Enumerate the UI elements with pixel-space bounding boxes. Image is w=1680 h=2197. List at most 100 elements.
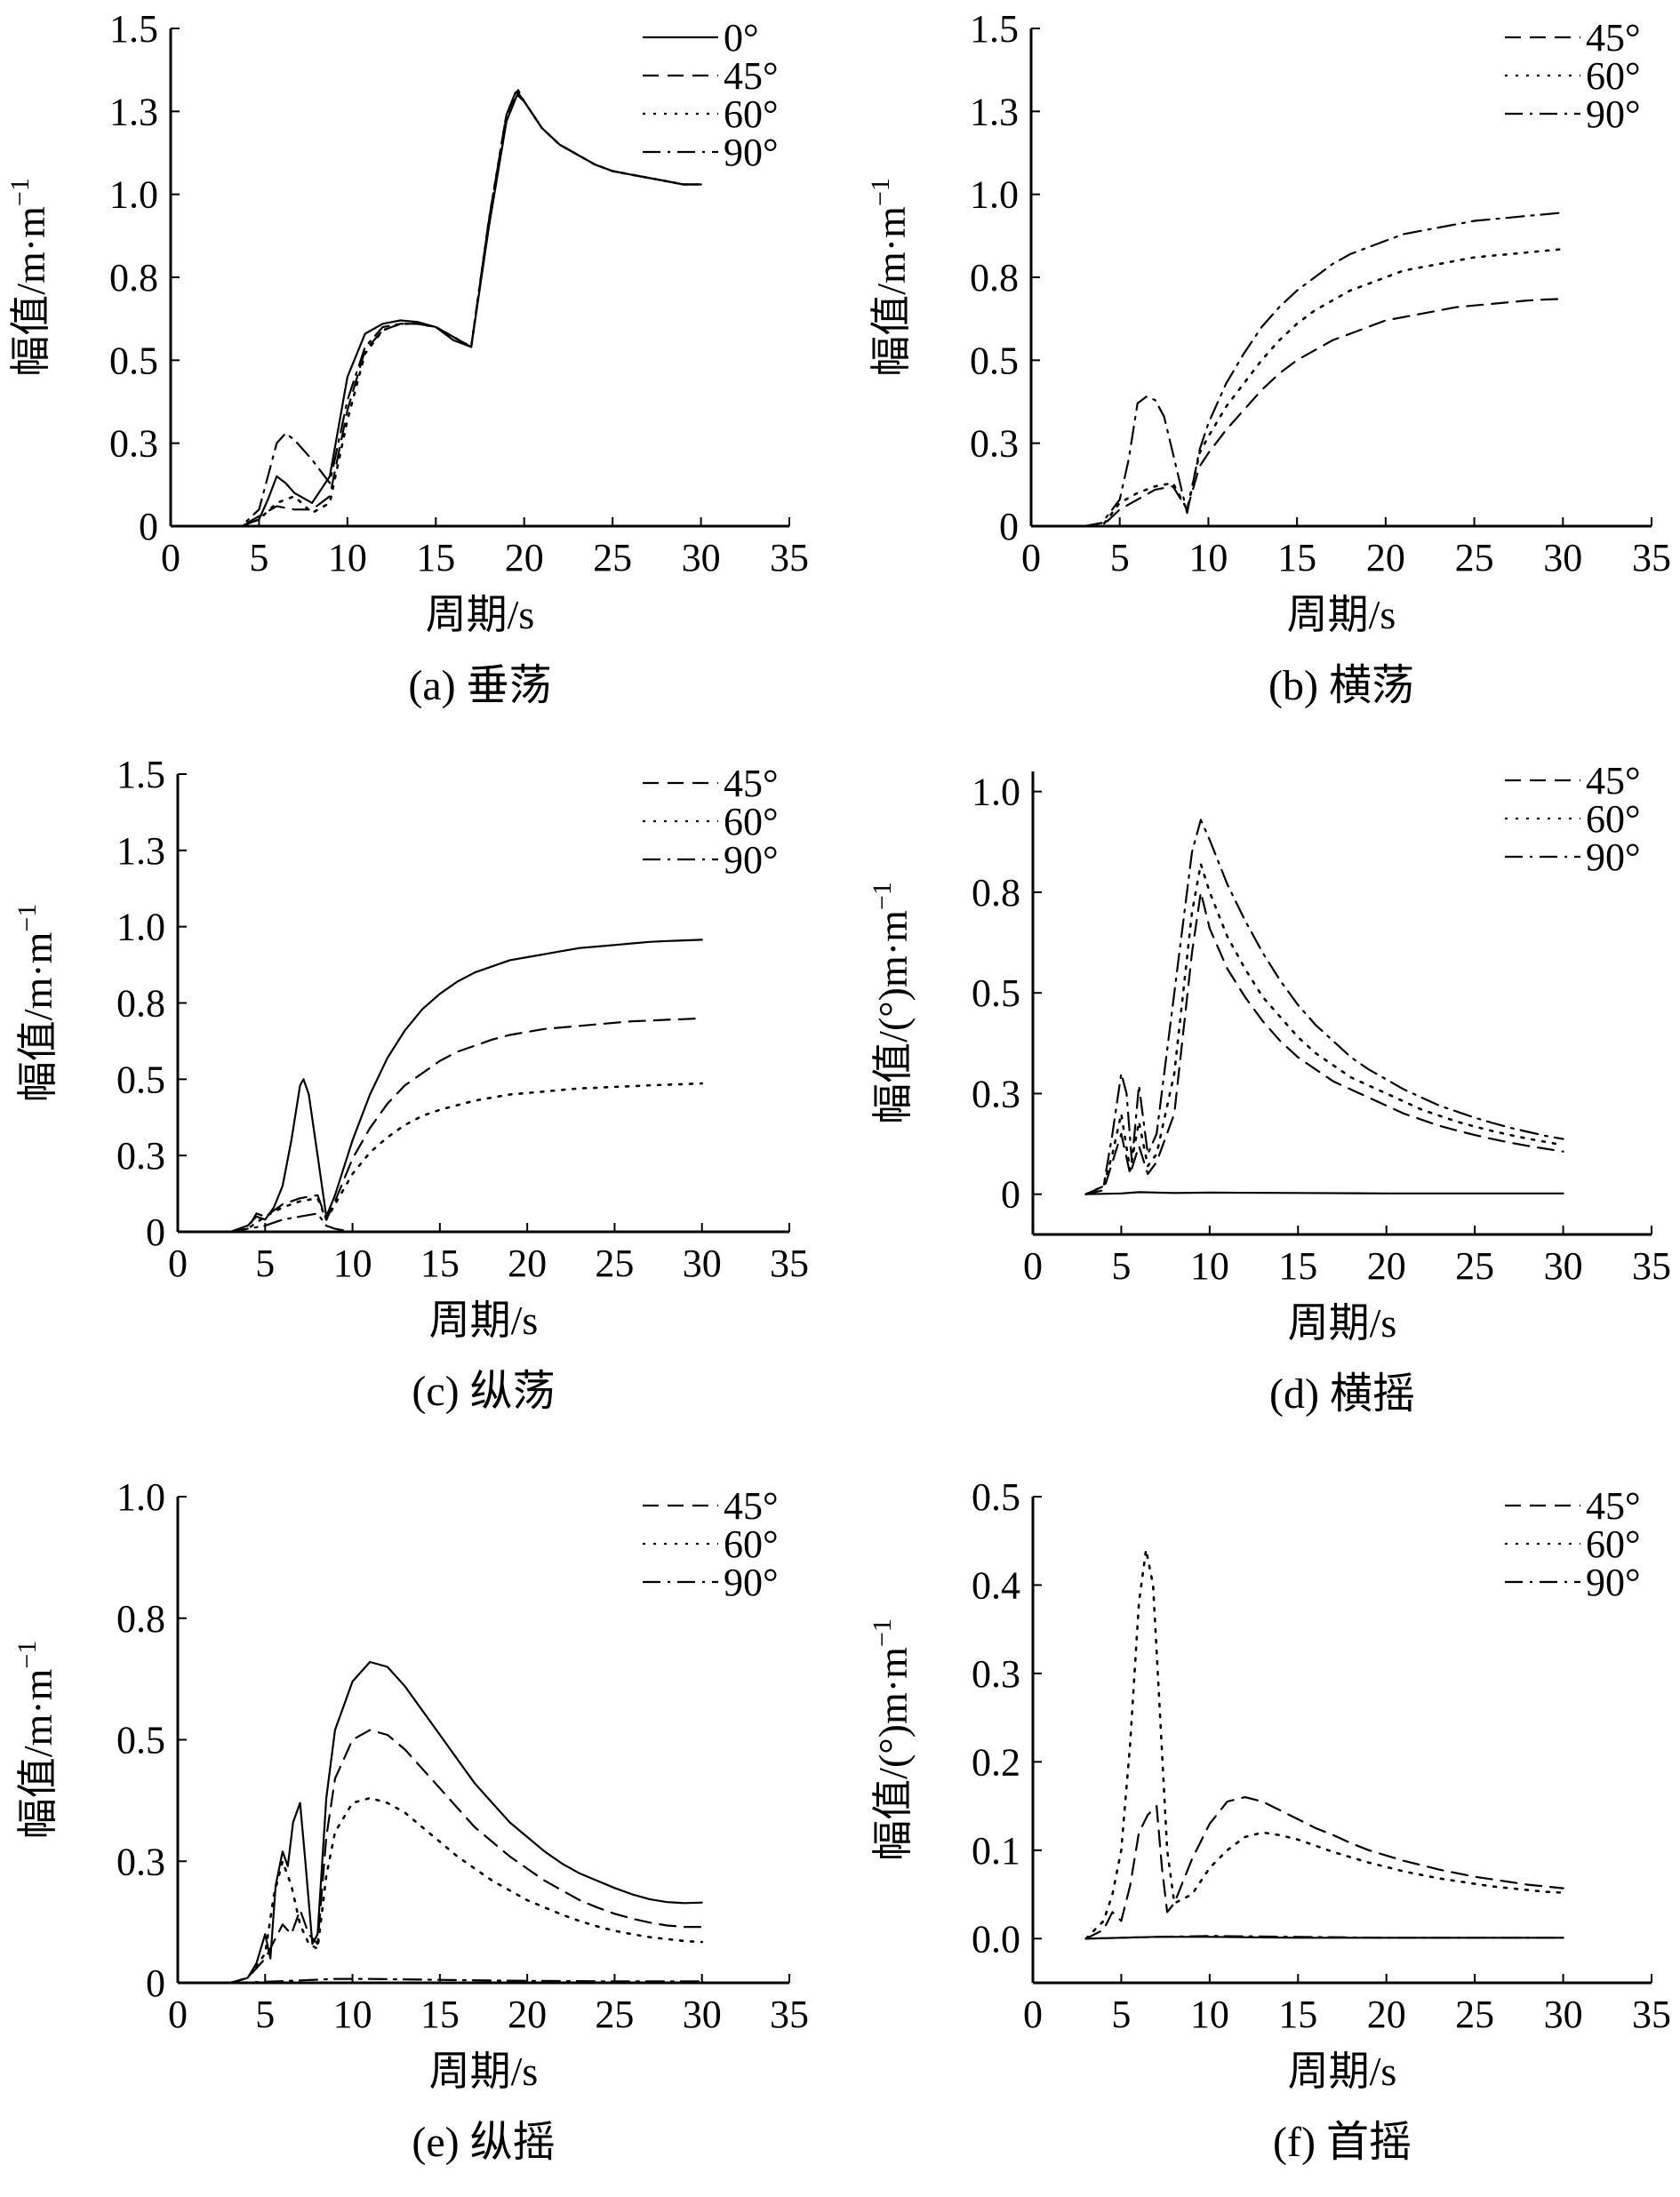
x-tick-label: 25	[595, 1993, 634, 2036]
x-tick-label: 20	[508, 1993, 547, 2036]
y-tick-label: 0.8	[116, 982, 165, 1026]
series-line-dashed	[1084, 891, 1564, 1195]
series-line-dashdot	[1084, 819, 1564, 1195]
legend-label: 60°	[724, 1522, 779, 1566]
x-tick-label: 5	[249, 536, 268, 579]
y-axis-title: 幅值/m·m−1	[12, 904, 60, 1103]
x-tick-label: 25	[593, 536, 632, 579]
x-tick-label: 5	[1111, 1244, 1131, 1288]
x-axis-title: 周期/s	[429, 2049, 539, 2094]
x-tick-label: 20	[1366, 536, 1405, 579]
y-tick-label: 0.5	[116, 1719, 165, 1762]
legend-label: 90°	[1586, 1561, 1641, 1604]
y-tick-label: 0	[146, 1961, 165, 2005]
x-tick-label: 30	[683, 1242, 722, 1285]
series-line-dashdot	[1083, 212, 1564, 528]
y-tick-label: 0.5	[116, 1058, 165, 1101]
y-tick-label: 0.8	[116, 1597, 165, 1641]
legend-label: 60°	[724, 800, 779, 843]
y-tick-label: 1.5	[970, 7, 1019, 51]
series-line-dotted	[1084, 1548, 1564, 1940]
series-line-dotted	[228, 1082, 703, 1234]
y-tick-label: 0.8	[970, 256, 1019, 300]
x-tick-label: 35	[1632, 536, 1671, 579]
panel-caption: (c) 纵荡	[412, 1368, 555, 1415]
y-axis-title: 幅值/m·m−1	[5, 178, 53, 377]
legend-label: 60°	[724, 92, 779, 136]
x-tick-label: 25	[1455, 536, 1494, 579]
x-tick-label: 30	[1543, 536, 1582, 579]
y-tick-label: 0.5	[972, 971, 1020, 1015]
y-axis-title: 幅值/m·m−1	[12, 1641, 60, 1840]
legend-label: 45°	[724, 54, 779, 98]
legend-label: 45°	[724, 762, 779, 805]
y-tick-label: 0.2	[972, 1740, 1020, 1784]
y-tick-label: 0.3	[116, 1840, 165, 1883]
x-tick-label: 10	[333, 1993, 372, 2036]
y-tick-label: 0	[999, 505, 1019, 548]
y-tick-label: 1.0	[116, 1475, 165, 1519]
legend-label: 60°	[1586, 1522, 1641, 1566]
x-tick-label: 15	[420, 1993, 460, 2036]
chart-d: 0 5 10 15 20 25 30 35 0 0.3 0.5 0.8 1.0 周期/s 幅值/(°)m·m…	[868, 759, 1671, 1418]
y-tick-label: 0.0	[972, 1917, 1020, 1961]
x-tick-label: 25	[1455, 1244, 1494, 1288]
x-axis-title: 周期/s	[429, 1298, 539, 1343]
x-tick-label: 0	[161, 536, 180, 579]
x-tick-label: 5	[255, 1242, 275, 1285]
x-tick-label: 35	[1632, 1244, 1671, 1288]
x-tick-label: 25	[595, 1242, 634, 1285]
legend-label: 60°	[1586, 54, 1641, 98]
x-tick-label: 15	[420, 1242, 460, 1285]
x-axis-title: 周期/s	[1287, 592, 1396, 637]
x-tick-label: 35	[770, 1993, 809, 2036]
series-line-dashed	[1083, 298, 1564, 528]
y-tick-label: 1.0	[109, 173, 158, 217]
x-tick-label: 10	[1190, 1244, 1229, 1288]
x-tick-label: 35	[1632, 1993, 1671, 2036]
y-tick-label: 0.3	[970, 422, 1019, 466]
y-tick-label: 0.3	[109, 422, 158, 466]
y-axis-title: 幅值/(°)m·m−1	[868, 882, 916, 1124]
x-tick-label: 5	[255, 1993, 275, 2036]
y-tick-label: 0.5	[109, 339, 158, 382]
y-tick-label: 0.3	[972, 1072, 1020, 1115]
x-tick-label: 20	[1367, 1244, 1406, 1288]
x-axis-title: 周期/s	[426, 592, 535, 637]
x-tick-label: 30	[1544, 1993, 1583, 2036]
x-tick-label: 0	[1023, 1993, 1043, 2036]
chart-a: 0 5 10 15 20 25 30 35 0 0.3 0.5 0.8 1.0 1.3 1.5 周期/s 幅值/…	[5, 7, 809, 709]
x-tick-label: 35	[770, 1242, 809, 1285]
y-tick-label: 1.5	[116, 753, 165, 796]
panel-caption: (a) 垂荡	[408, 662, 551, 709]
legend-label: 0°	[724, 16, 759, 60]
legend-label: 45°	[1586, 1484, 1641, 1528]
x-tick-label: 30	[1544, 1244, 1583, 1288]
series-line-dashed	[1084, 1796, 1564, 1940]
chart-f: 0 5 10 15 20 25 30 35 0.0 0.1 0.2 0.3 0.4 0.5 周期/s 幅值/(…	[868, 1475, 1671, 2166]
series-line-solid	[222, 93, 702, 528]
y-tick-label: 0.3	[972, 1652, 1020, 1696]
legend-label: 90°	[724, 838, 779, 882]
y-axis-title: 幅值/(°)m·m−1	[868, 1618, 916, 1861]
y-tick-label: 0	[139, 505, 158, 548]
series-line-dashdot	[228, 1977, 703, 1985]
series-line-dashed	[222, 90, 702, 528]
x-tick-label: 15	[416, 536, 455, 579]
y-tick-label: 1.3	[116, 829, 165, 873]
series-line-dotted	[1083, 248, 1564, 528]
chart-b: 0 5 10 15 20 25 30 35 0 0.3 0.5 0.8 1.0 1.3 1.5 周期/s 幅值/…	[866, 7, 1671, 709]
chart-e: 0 5 10 15 20 25 30 35 0 0.3 0.5 0.8 1.0 周期/s 幅值/m·m−1 (…	[12, 1475, 809, 2166]
series-line-solid	[228, 939, 703, 1234]
x-tick-label: 35	[770, 536, 809, 579]
x-tick-label: 20	[505, 536, 544, 579]
y-tick-label: 0.3	[116, 1134, 165, 1178]
y-tick-label: 0.5	[970, 339, 1019, 382]
x-tick-label: 10	[328, 536, 367, 579]
series-line-dashdot	[228, 1212, 703, 1234]
series-line-dotted	[228, 1796, 703, 1985]
x-tick-label: 25	[1455, 1993, 1494, 2036]
series-line-dashdot	[222, 87, 702, 528]
chart-c: 0 5 10 15 20 25 30 35 0 0.3 0.5 0.8 1.0 1.3 1.5 周期/s 幅值/…	[12, 753, 809, 1415]
x-tick-label: 15	[1278, 1993, 1317, 2036]
